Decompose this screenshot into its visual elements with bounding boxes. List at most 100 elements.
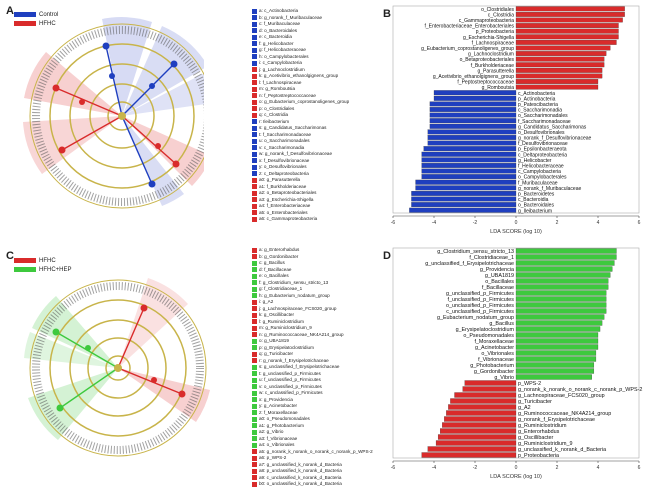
- clade-key-swatch: [252, 455, 257, 461]
- clade-ring: [49, 43, 195, 189]
- clade-key-text: w: c_unclassified_p_Firmicutes: [259, 390, 323, 395]
- legend-c: HFHC HFHC+HEP: [14, 256, 72, 274]
- clade-key-item: i: g_A2: [252, 299, 373, 306]
- cladogram-fringe: [32, 282, 204, 454]
- lda-bar: [415, 185, 517, 191]
- clade-key-swatch: [252, 319, 257, 325]
- lda-bar: [515, 326, 601, 332]
- lda-bar-label: g_Lachnoclostridium: [468, 52, 514, 58]
- clade-key-text: a8: p_unclassified_k_norank_d_Bacteria: [259, 468, 342, 473]
- clade-key-text: a5: o_Enterobacteriales: [259, 209, 308, 215]
- clade-key-text: u: f_unclassified_p_Firmicutes: [259, 377, 321, 382]
- clade-key-item: y: g_Acinetobacter: [252, 403, 373, 410]
- clade-key-item: a8: p_unclassified_k_norank_d_Bacteria: [252, 468, 373, 475]
- clade-key-swatch: [252, 67, 257, 73]
- clade-key-text: a0: g_Parasutterella: [259, 177, 301, 182]
- panel-label-a: A: [6, 5, 14, 17]
- cladogram-a: [23, 17, 204, 209]
- lda-bar: [450, 398, 517, 404]
- clade-key-text: e: o_Bacillales: [259, 273, 289, 278]
- clade-key-text: y: o_Desulfovibrionales: [259, 164, 307, 169]
- clade-key-item: s: g_Candidatus_Saccharimonas: [252, 125, 349, 132]
- lda-bar-label: g_Eubacterium_coprostanoligenes_group: [421, 46, 514, 52]
- root-node: [118, 112, 126, 120]
- clade-key-swatch: [252, 145, 257, 151]
- lda-bar-label: c_Gammaproteobacteria: [459, 18, 514, 24]
- lda-bar-label: f_Lachnospiraceae: [472, 40, 515, 46]
- clade-key-text: a: c_Actinobacteria: [259, 8, 299, 13]
- node: [102, 42, 110, 50]
- lda-bar: [421, 163, 517, 168]
- clade-key-text: g: f_Helicobacteraceae: [259, 47, 306, 52]
- clade-key-swatch: [252, 351, 257, 357]
- clade-key-item: a9: c_unclassified_k_norank_d_Bacteria: [252, 475, 373, 482]
- clade-key-list-a: a: c_Actinobacteria b: g_norank_f_Muribac…: [252, 8, 349, 223]
- branch: [61, 115, 123, 151]
- clade-key-text: m: g_Ruminiclostridium_9: [259, 325, 312, 330]
- clade-key-item: x: g_Providencia: [252, 397, 373, 404]
- lda-bar-label: c_Saccharimonadia: [518, 108, 562, 114]
- lda-bar: [515, 260, 615, 266]
- clade-key-item: c: g_Bacillus: [252, 260, 373, 267]
- lda-bar-label: g_unclassified_k_norank_d_Bacteria: [518, 447, 606, 453]
- chart-frame: [392, 5, 640, 214]
- clade-key-item: b: g_norank_f_Muribaculaceae: [252, 15, 349, 22]
- lda-bar-label: g_norank_k_norank_o_norank_c_norank_p_WP…: [518, 387, 642, 393]
- clade-key-text: a5: g_norank_k_norank_o_norank_c_norank_…: [259, 448, 373, 454]
- clade-key-text: g: f_Clostridiaceae_1: [259, 286, 303, 291]
- clade-key-text: o: g_UBA1819: [259, 338, 289, 343]
- legend-label-control: Control: [39, 11, 59, 18]
- clade-key-swatch: [252, 34, 257, 40]
- lda-bar-label: f_Helicobacteraceae: [518, 164, 564, 170]
- clade-key-swatch: [252, 390, 257, 396]
- clade-key-swatch: [252, 171, 257, 177]
- lda-bar-label: f_Bacillaceae: [482, 285, 514, 291]
- clade-key-item: g: f_Clostridiaceae_1: [252, 286, 373, 293]
- branch: [117, 307, 145, 369]
- clade-key-text: y: g_Acinetobacter: [259, 403, 298, 408]
- clade-key-item: p: o_Clostridiales: [252, 106, 349, 113]
- clade-key-swatch: [252, 73, 257, 79]
- clade-key-item: t: g_unclassified_p_Firmicutes: [252, 371, 373, 378]
- x-axis-label: LDA SCORE (log 10): [490, 474, 542, 480]
- clade-key-swatch: [252, 112, 257, 118]
- clade-key-swatch: [252, 423, 257, 429]
- lda-bar: [515, 84, 599, 90]
- clade-key-swatch: [252, 99, 257, 105]
- legend-swatch-control: [14, 12, 36, 17]
- clade-key-item: o: g_UBA1819: [252, 338, 373, 345]
- clade-ring: [89, 83, 155, 149]
- clade-key-swatch: [252, 8, 257, 14]
- clade-key-swatch: [252, 468, 257, 474]
- lda-bar: [515, 248, 617, 254]
- lda-bar: [515, 45, 611, 51]
- clade-ring: [49, 299, 187, 437]
- node: [151, 377, 157, 383]
- lda-bar-label: o_Bacteroidales: [518, 203, 554, 209]
- lda-bar: [429, 107, 517, 112]
- clade-key-swatch: [252, 377, 257, 383]
- lda-bar: [515, 67, 603, 73]
- clade-key-swatch: [252, 260, 257, 266]
- lda-bar-label: p_Epsilonbacteraeota: [518, 147, 567, 153]
- lda-bar-label: o_Pseudomonadales: [463, 333, 514, 339]
- lda-bar: [411, 202, 517, 208]
- lda-bar-label: g_Enterorhabdus: [518, 429, 560, 435]
- clade-key-swatch: [252, 312, 257, 318]
- clade-key-swatch: [252, 41, 257, 47]
- clade-shade: [24, 332, 118, 368]
- lda-bar: [515, 368, 595, 374]
- clade-key-text: v: c_Saccharimonadia: [259, 144, 305, 150]
- lda-bar: [515, 17, 623, 23]
- x-tick-label: 0: [515, 220, 518, 226]
- lda-bar: [464, 380, 517, 386]
- lda-bar-label: g_unclassified_p_Firmicutes: [446, 291, 514, 297]
- clade-key-text: r: g_norank_f_Erysipelotrichaceae: [259, 357, 329, 363]
- clade-key-swatch: [252, 80, 257, 86]
- clade-key-swatch: [252, 403, 257, 409]
- lda-bar-label: g_norank_f_Desulfovibrionaceae: [518, 136, 592, 142]
- lda-bar: [421, 174, 517, 180]
- clade-key-text: z: f_Moraxellaceae: [259, 409, 298, 415]
- lda-bar: [515, 73, 603, 79]
- lda-bar-label: f_Burkholderiaceae: [471, 63, 514, 69]
